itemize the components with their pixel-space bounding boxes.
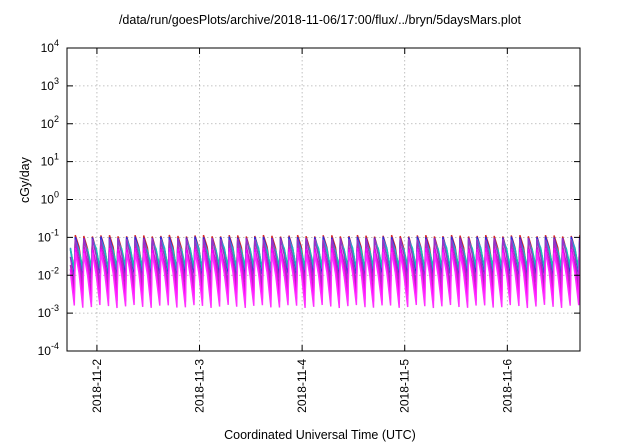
y-tick-label: 103	[41, 76, 59, 93]
y-tick-label: 102	[41, 114, 59, 131]
y-tick-label: 104	[41, 38, 59, 55]
grid	[67, 48, 580, 351]
series-line	[69, 251, 581, 309]
x-tick-label: 2018-11-4	[295, 359, 309, 413]
series-group	[69, 234, 581, 309]
y-tick-label: 10-4	[38, 341, 59, 358]
x-tick-label: 2018-11-2	[90, 359, 104, 413]
x-tick-label: 2018-11-5	[398, 359, 412, 413]
y-tick-label: 100	[41, 190, 59, 207]
y-tick-label: 101	[41, 152, 59, 169]
y-tick-label: 10-3	[38, 303, 59, 320]
y-tick-label: 10-1	[38, 227, 59, 244]
x-axis-label: Coordinated Universal Time (UTC)	[224, 428, 416, 442]
x-axis: 2018-11-2 2018-11-3 2018-11-4 2018-11-5 2018…	[90, 48, 514, 413]
y-tick-label: 10-2	[38, 265, 59, 282]
series-line	[69, 238, 581, 286]
y-axis: 10-4 10-3 10-2 10-1 100 101 102 103 104	[38, 38, 580, 358]
x-tick-label: 2018-11-3	[193, 359, 207, 413]
chart-title: /data/run/goesPlots/archive/2018-11-06/1…	[118, 13, 522, 27]
x-tick-label: 2018-11-6	[500, 359, 514, 413]
